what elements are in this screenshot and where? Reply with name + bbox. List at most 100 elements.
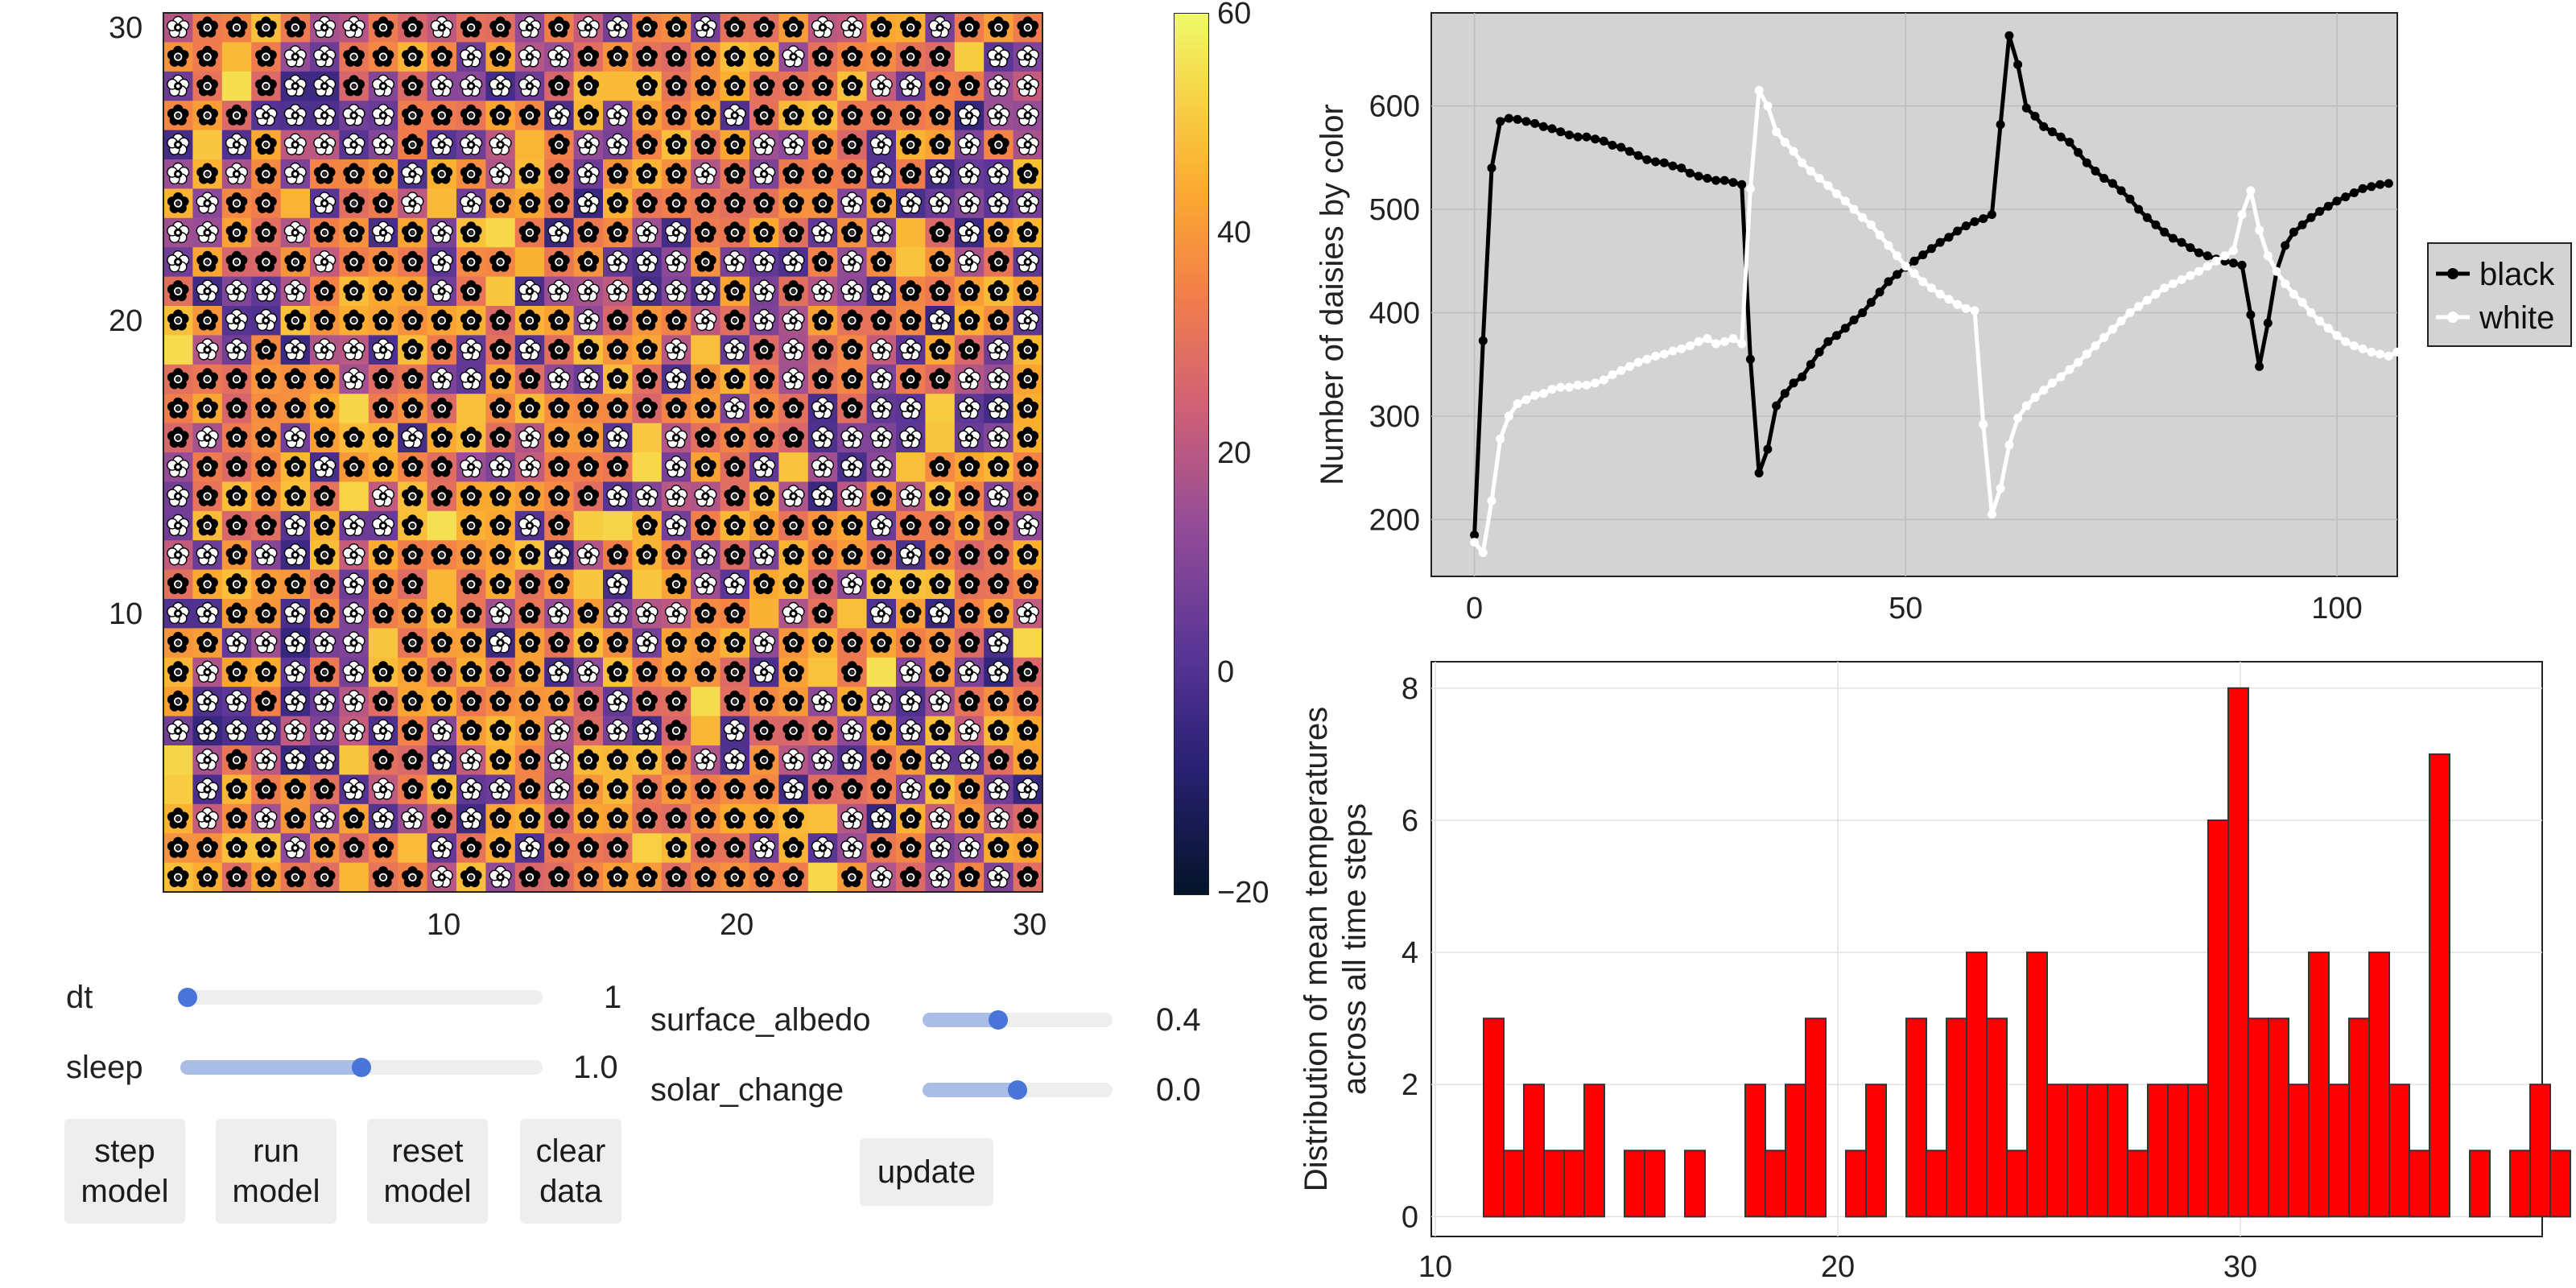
dt-slider[interactable]	[178, 988, 543, 1007]
series-point-black	[1685, 168, 1695, 178]
series-point-black	[1478, 336, 1488, 345]
grid-cell	[280, 188, 311, 219]
step-model-button[interactable]: step model	[64, 1119, 185, 1224]
grid-cell	[896, 452, 926, 482]
series-point-white	[1703, 334, 1712, 344]
grid-cell	[778, 452, 809, 482]
grid-frame	[163, 12, 1043, 893]
hist-bar	[1966, 952, 1988, 1218]
series-point-white	[1478, 548, 1488, 557]
series-point-black	[1745, 354, 1755, 364]
series-point-black	[1953, 226, 1963, 236]
grid-cell	[837, 599, 868, 629]
series-point-black	[1884, 277, 1893, 287]
reset-model-button[interactable]: reset model	[367, 1119, 488, 1224]
series-point-white	[1979, 419, 1988, 429]
series-point-black	[2228, 258, 2238, 268]
line-y-tick: 600	[1369, 90, 1420, 124]
solar-change-slider[interactable]	[923, 1080, 1113, 1100]
line-y-tick: 200	[1369, 503, 1420, 537]
series-point-black	[2186, 243, 2195, 253]
series-point-black	[1780, 389, 1790, 398]
series-point-white	[2376, 349, 2385, 359]
series-point-white	[2392, 347, 2402, 357]
hist-bar	[1744, 1084, 1766, 1218]
hist-bar	[1845, 1150, 1867, 1218]
sleep-slider-knob[interactable]	[352, 1058, 371, 1077]
dt-slider-knob[interactable]	[178, 988, 197, 1007]
grid-cell	[896, 247, 926, 278]
sleep-slider[interactable]	[180, 1058, 543, 1077]
series-point-white	[1875, 230, 1885, 240]
series-point-white	[1711, 339, 1721, 349]
series-point-white	[1884, 241, 1893, 250]
colorbar-tick: 20	[1217, 436, 1252, 470]
clear-data-button[interactable]: clear data	[520, 1119, 621, 1224]
surface-albedo-slider[interactable]	[923, 1010, 1113, 1030]
series-point-black	[2039, 122, 2049, 131]
series-point-black	[1668, 161, 1678, 171]
grid-cell	[339, 745, 369, 775]
hist-bar	[1523, 1084, 1545, 1218]
grid-cell	[163, 745, 193, 775]
series-point-black	[1893, 270, 1902, 279]
legend-label-black: black	[2479, 257, 2555, 292]
series-point-white	[1996, 484, 2005, 493]
hist-bar	[2469, 1150, 2491, 1218]
grid-cell	[573, 510, 604, 541]
grid-x-tick: 30	[1013, 908, 1047, 942]
series-point-black	[2125, 194, 2135, 204]
series-point-black	[1814, 347, 1824, 357]
series-point-black	[1858, 308, 1868, 317]
series-point-white	[2263, 251, 2273, 261]
series-point-black	[1470, 530, 1480, 540]
line-x-tick: 0	[1466, 592, 1483, 625]
grid-cell	[954, 42, 985, 72]
series-point-white	[2211, 256, 2221, 266]
series-point-black	[1496, 117, 1505, 126]
series-point-white	[1737, 339, 1747, 349]
grid-cell	[427, 510, 457, 541]
series-point-white	[1513, 399, 1522, 408]
series-point-black	[2246, 310, 2256, 320]
series-point-white	[1521, 394, 1531, 404]
hist-y-tick: 6	[1402, 804, 1418, 838]
series-point-black	[1737, 180, 1747, 189]
series-point-black	[1961, 221, 1971, 231]
colorbar-tick: 40	[1217, 216, 1252, 250]
hist-bar	[1926, 1150, 1947, 1218]
surface-albedo-slider-knob[interactable]	[989, 1010, 1009, 1030]
sleep-slider-fill	[180, 1060, 361, 1075]
hist-bar	[2087, 1084, 2108, 1218]
hist-bar	[1543, 1150, 1565, 1218]
grid-cell	[632, 452, 663, 482]
series-point-black	[1624, 147, 1634, 156]
series-point-white	[1754, 85, 1764, 95]
series-point-black	[1651, 157, 1661, 167]
run-model-button[interactable]: run model	[216, 1119, 336, 1224]
series-point-white	[1624, 361, 1634, 371]
solar-change-slider-knob[interactable]	[1008, 1080, 1027, 1100]
series-point-white	[1496, 434, 1505, 444]
update-button[interactable]: update	[860, 1138, 993, 1206]
sleep-label: sleep	[66, 1050, 143, 1085]
grid-cell	[603, 71, 633, 101]
series-point-white	[1987, 510, 1996, 519]
series-point-black	[2030, 111, 2040, 121]
hist-bar	[2227, 687, 2249, 1218]
series-point-black	[2065, 138, 2074, 147]
series-point-black	[1513, 114, 1522, 124]
hist-bar	[2509, 1150, 2531, 1218]
hist-bar	[2308, 952, 2330, 1218]
grid-cell	[573, 569, 604, 600]
series-point-white	[2065, 365, 2074, 374]
series-point-black	[2384, 179, 2393, 188]
series-point-black	[2099, 174, 2109, 183]
hist-bar	[2026, 952, 2048, 1218]
series-point-white	[1642, 354, 1652, 364]
series-point-white	[2142, 295, 2152, 305]
series-point-black	[1573, 132, 1583, 142]
series-point-white	[2367, 347, 2376, 357]
hist-bar	[1905, 1018, 1927, 1218]
series-point-black	[2074, 147, 2083, 157]
